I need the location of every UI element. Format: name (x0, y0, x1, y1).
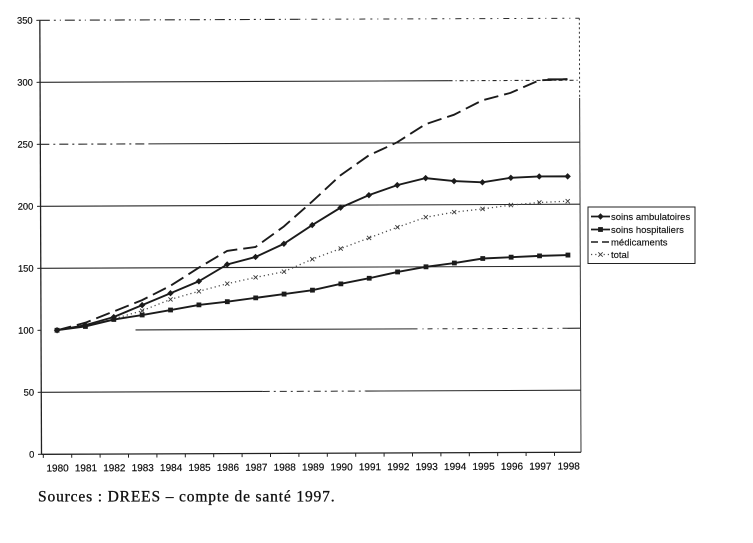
svg-text:1982: 1982 (103, 463, 126, 474)
svg-text:1997: 1997 (529, 462, 552, 473)
svg-text:1990: 1990 (330, 462, 353, 473)
svg-text:1989: 1989 (302, 462, 325, 473)
svg-text:100: 100 (18, 325, 34, 336)
svg-text:Sources : DREES – compte de sa: Sources : DREES – compte de santé 1997. (38, 488, 335, 505)
svg-text:1983: 1983 (132, 463, 155, 474)
svg-text:1988: 1988 (274, 463, 297, 474)
svg-text:soins ambulatoires: soins ambulatoires (611, 212, 690, 223)
svg-text:300: 300 (17, 77, 33, 88)
svg-text:soins hospitaliers: soins hospitaliers (611, 225, 684, 236)
svg-text:1995: 1995 (472, 462, 495, 473)
svg-text:1981: 1981 (75, 463, 98, 474)
svg-text:1993: 1993 (416, 462, 439, 473)
svg-text:350: 350 (17, 15, 33, 26)
svg-text:1998: 1998 (558, 461, 581, 472)
svg-text:1991: 1991 (359, 462, 382, 473)
svg-text:50: 50 (24, 387, 34, 398)
svg-text:0: 0 (29, 449, 34, 460)
svg-text:1996: 1996 (501, 462, 524, 473)
svg-text:médicaments: médicaments (611, 238, 668, 249)
svg-text:1980: 1980 (46, 463, 69, 474)
svg-text:1984: 1984 (160, 463, 183, 474)
svg-text:150: 150 (18, 263, 34, 274)
svg-text:250: 250 (17, 139, 33, 150)
svg-text:1994: 1994 (444, 462, 467, 473)
svg-text:1986: 1986 (217, 463, 240, 474)
svg-text:total: total (611, 250, 629, 261)
svg-text:1987: 1987 (245, 463, 268, 474)
svg-text:200: 200 (18, 201, 34, 212)
svg-text:1992: 1992 (387, 462, 410, 473)
svg-text:1985: 1985 (188, 463, 211, 474)
